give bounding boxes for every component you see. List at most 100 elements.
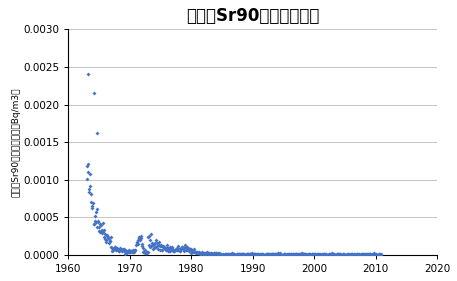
Point (293, 252, 300, 256)
Point (231, 252, 238, 257)
Point (163, 243, 170, 247)
Point (283, 252, 291, 257)
Point (342, 252, 349, 257)
Point (210, 251, 217, 256)
Point (177, 247, 185, 251)
Point (257, 253, 265, 257)
Point (341, 252, 349, 257)
Point (300, 252, 308, 256)
Point (169, 248, 176, 253)
Point (221, 251, 228, 256)
Point (197, 252, 205, 256)
Point (313, 253, 320, 257)
Point (127, 248, 134, 253)
Point (85, 162, 92, 166)
Point (377, 252, 384, 256)
Point (289, 252, 296, 257)
Point (280, 253, 287, 257)
Point (140, 249, 147, 253)
Point (372, 252, 379, 257)
Point (327, 252, 335, 257)
Point (358, 252, 365, 257)
Point (274, 251, 281, 256)
Point (220, 253, 227, 257)
Point (313, 252, 320, 257)
Point (315, 252, 322, 257)
Point (93, 207, 101, 212)
Point (120, 246, 127, 251)
Point (112, 245, 119, 250)
Point (288, 253, 295, 257)
Point (222, 253, 229, 257)
Point (105, 237, 112, 242)
Point (362, 253, 369, 257)
Point (260, 253, 268, 257)
Point (187, 247, 194, 252)
Point (309, 252, 316, 257)
Point (239, 252, 247, 257)
Point (135, 235, 143, 240)
Point (321, 252, 328, 257)
Point (252, 252, 259, 256)
Point (256, 252, 264, 257)
Point (260, 252, 267, 257)
Point (263, 252, 271, 256)
Point (376, 252, 383, 257)
Point (228, 251, 236, 256)
Point (305, 252, 312, 256)
Point (215, 251, 223, 256)
Point (173, 247, 180, 251)
Point (95, 229, 102, 233)
Point (254, 252, 261, 256)
Point (226, 252, 234, 257)
Point (145, 243, 153, 247)
Point (138, 234, 145, 238)
Point (241, 252, 248, 257)
Point (281, 252, 288, 257)
Point (289, 252, 297, 257)
Point (100, 230, 107, 234)
Point (216, 251, 223, 256)
Point (191, 250, 198, 254)
Point (122, 249, 129, 253)
Point (284, 251, 292, 256)
Point (279, 252, 287, 257)
Point (188, 250, 195, 255)
Point (317, 253, 324, 257)
Point (175, 246, 183, 251)
Point (287, 251, 295, 256)
Point (254, 253, 261, 257)
Point (182, 245, 190, 249)
Point (90, 221, 98, 226)
Point (190, 249, 197, 254)
Point (250, 253, 257, 257)
Point (210, 251, 218, 255)
Point (190, 247, 197, 251)
Point (297, 252, 304, 256)
Point (201, 251, 208, 255)
Point (328, 251, 335, 255)
Point (228, 251, 235, 256)
Point (169, 244, 176, 249)
Point (292, 252, 299, 257)
Point (284, 253, 291, 257)
Point (157, 243, 165, 247)
Point (314, 253, 322, 257)
Point (165, 245, 172, 250)
Point (142, 250, 149, 255)
Point (312, 253, 319, 257)
Point (266, 252, 273, 257)
Point (153, 245, 160, 250)
Point (235, 252, 243, 257)
Point (189, 249, 196, 253)
Point (325, 253, 332, 257)
Point (97, 223, 104, 228)
Point (219, 251, 227, 256)
Point (282, 252, 289, 256)
Point (202, 251, 210, 256)
Point (353, 252, 360, 257)
Point (110, 247, 117, 252)
Point (170, 249, 177, 253)
Point (87, 184, 94, 188)
Point (125, 249, 132, 253)
